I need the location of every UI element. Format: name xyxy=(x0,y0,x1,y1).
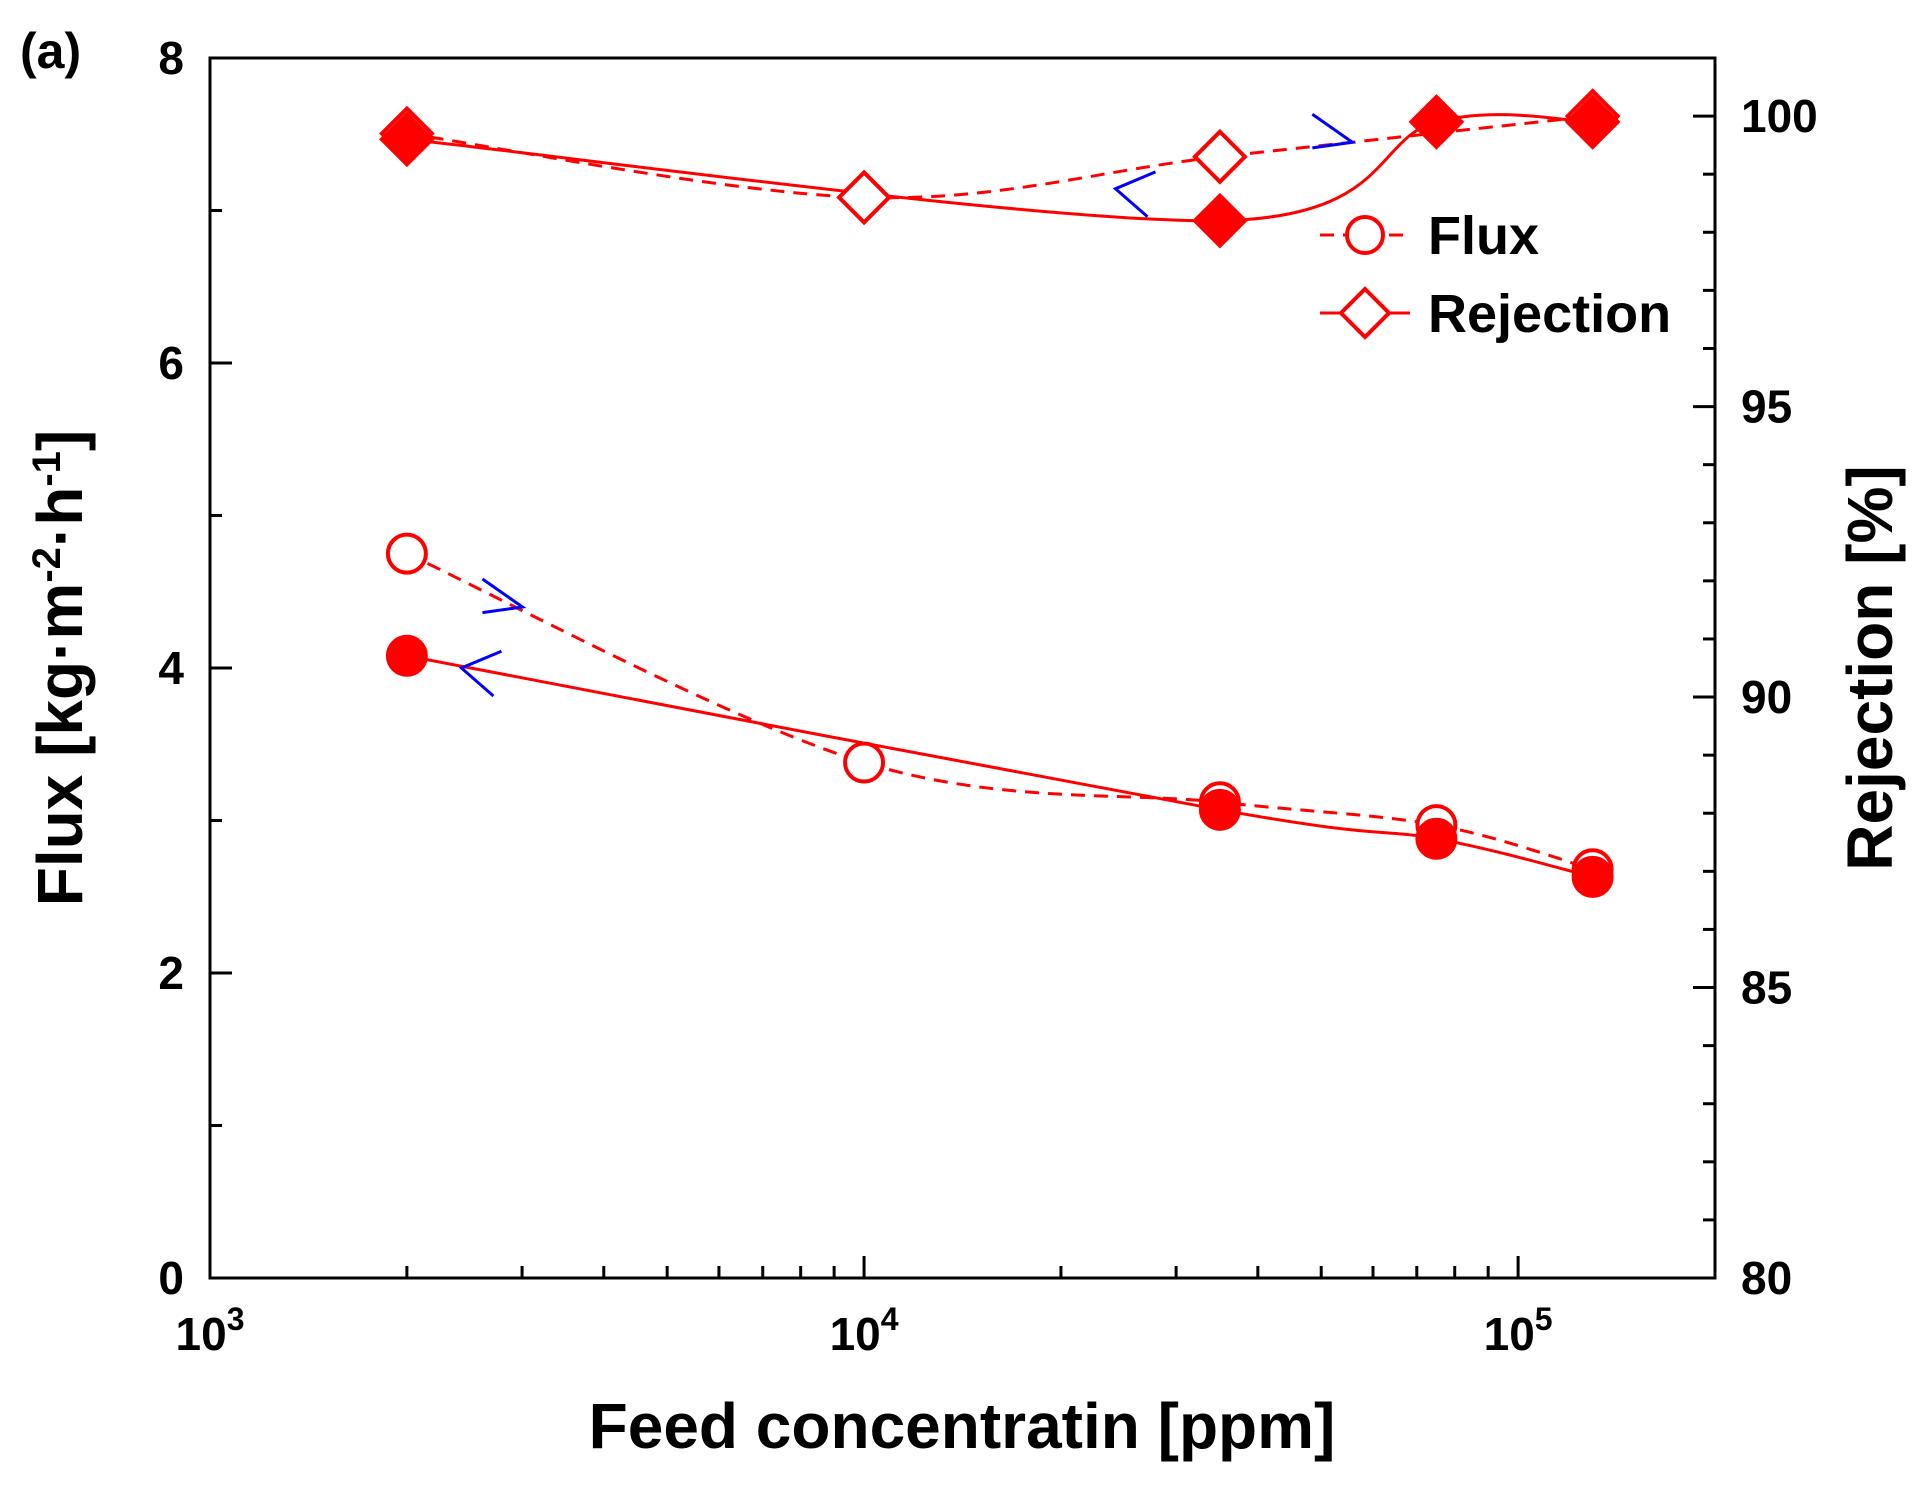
y-left-tick-label: 4 xyxy=(158,642,184,694)
legend-circle-icon xyxy=(1345,215,1385,255)
arrow-right-icon xyxy=(481,577,527,615)
y-right-tick-label: 80 xyxy=(1741,1252,1792,1304)
y-right-tick-label: 100 xyxy=(1741,90,1818,142)
rejection-point-filled xyxy=(1564,94,1621,150)
rejection-point-filled xyxy=(1408,94,1465,150)
arrow-left-icon xyxy=(458,649,502,698)
rejection-point-open xyxy=(1192,128,1248,185)
plot-lines xyxy=(406,113,1594,879)
flux-point-open xyxy=(385,532,428,575)
series-line xyxy=(406,114,1593,200)
series-line xyxy=(406,654,1593,879)
y-left-tick-label: 6 xyxy=(158,337,184,389)
series-line xyxy=(406,552,1594,871)
y-axis-left-title: Flux [kg·m-2·h-1] xyxy=(24,430,96,906)
arrow-left-icon xyxy=(1112,170,1157,218)
legend-diamond-icon xyxy=(1338,286,1392,340)
y-axis-left: 0 2 4 6 8 xyxy=(158,32,232,1304)
panel-label: (a) xyxy=(20,23,81,79)
plot-arrows xyxy=(458,113,1357,698)
y-axis-right: 80 85 90 95 100 xyxy=(1693,56,1818,1304)
rejection-point-filled xyxy=(1192,192,1248,249)
flux-point-open xyxy=(843,741,886,784)
y-right-tick-label: 85 xyxy=(1741,962,1792,1014)
y-right-tick-label: 95 xyxy=(1741,381,1792,433)
y-left-tick-label: 2 xyxy=(158,947,184,999)
rejection-point-open xyxy=(836,169,892,226)
x-tick-label: 105 xyxy=(1484,1301,1553,1360)
flux-point-filled xyxy=(1415,817,1458,860)
flux-point-filled xyxy=(1571,855,1614,898)
x-tick-label: 104 xyxy=(830,1301,899,1360)
y-left-tick-label: 8 xyxy=(158,32,184,84)
y-left-tick-label: 0 xyxy=(158,1252,184,1304)
x-axis: 103 104 105 xyxy=(176,1256,1717,1360)
y-right-tick-label: 90 xyxy=(1741,671,1792,723)
legend-label: Flux xyxy=(1428,206,1539,266)
y-axis-right-title: Rejection [%] xyxy=(1834,465,1906,870)
legend: Flux Rejection xyxy=(1320,206,1671,344)
flux-point-filled xyxy=(1198,788,1241,831)
rejection-point-filled xyxy=(379,111,435,168)
plot-markers xyxy=(379,88,1621,898)
flux-point-filled xyxy=(385,634,428,677)
legend-label: Rejection xyxy=(1428,284,1671,344)
series-line xyxy=(406,113,1593,223)
x-axis-title: Feed concentratin [ppm] xyxy=(589,1390,1336,1462)
x-tick-label: 103 xyxy=(176,1301,245,1360)
arrow-right-icon xyxy=(1311,113,1357,150)
